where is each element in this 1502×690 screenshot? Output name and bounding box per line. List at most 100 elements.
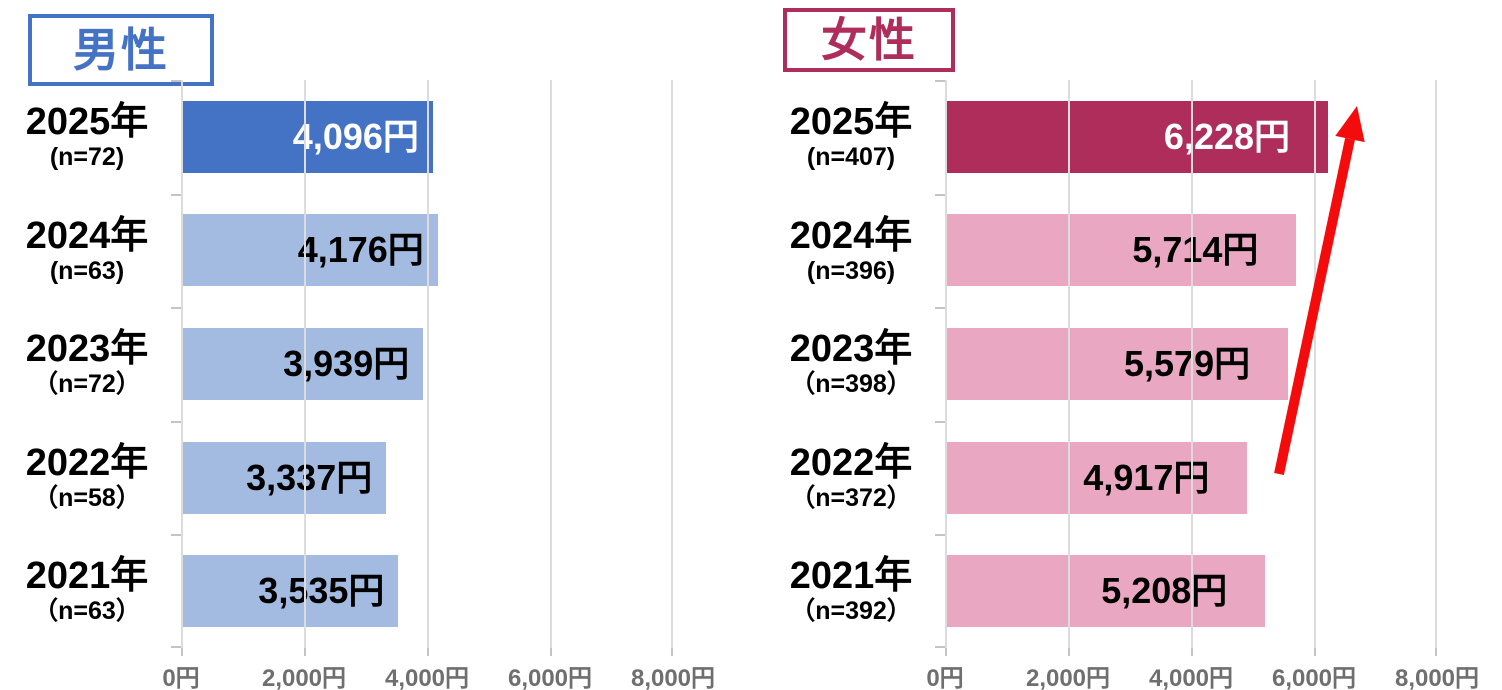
chart-row: 3,939円 <box>181 328 673 400</box>
category-year: 2024年 <box>25 214 149 257</box>
gridline <box>181 80 183 648</box>
gridline <box>671 80 673 648</box>
x-axis-tick-label: 8,000円 <box>630 665 716 690</box>
chart-row: 6,228円 <box>945 100 1437 173</box>
x-axis-tick <box>1314 648 1316 656</box>
chart-title-male: 男性 <box>73 24 169 76</box>
bar-value-label: 5,579円 <box>1124 343 1251 384</box>
x-axis-tick-label: 2,000円 <box>261 665 347 690</box>
chart-title-box-female: 女性 <box>783 8 955 72</box>
x-axis-tick <box>181 648 183 656</box>
category-label: 2021年 （n=63） <box>6 556 168 626</box>
category-year: 2021年 <box>25 555 149 598</box>
category-axis-tick <box>171 420 181 423</box>
chart-row: 5,579円 <box>945 328 1437 400</box>
category-label: 2022年 （n=372） <box>770 443 932 513</box>
bar-value-label: 6,228円 <box>1163 115 1291 157</box>
bar-value-label: 5,208円 <box>1101 570 1228 612</box>
chart-row: 5,714円 <box>945 214 1437 287</box>
chart-panel-male: 男性 2025年 (n=72) 2024年 (n=63) 2023年 （n=72… <box>6 14 715 690</box>
x-axis-tick <box>1191 648 1193 656</box>
category-year: 2023年 <box>789 328 913 371</box>
plot-area: 6,228円 5,714円 5,579円 4,917円 5,20 <box>926 80 1479 690</box>
category-axis-tick <box>935 193 945 196</box>
category-axis-tick <box>171 307 181 310</box>
category-sample-size: (n=63) <box>49 256 125 285</box>
category-year: 2022年 <box>789 441 913 484</box>
category-label: 2024年 (n=63) <box>6 216 168 286</box>
category-axis-tick <box>171 193 181 196</box>
bar-value-label: 4,096円 <box>292 115 419 157</box>
category-year: 2025年 <box>25 101 149 143</box>
gridline <box>1068 80 1070 648</box>
x-axis-tick-label: 2,000円 <box>1025 665 1111 690</box>
chart-panel-female: 女性 2025年 (n=407) 2024年 (n=396) 2023年 （n=… <box>760 0 1502 690</box>
category-label: 2024年 (n=396) <box>770 216 932 286</box>
category-year: 2025年 <box>789 101 913 143</box>
category-axis-tick <box>171 80 181 82</box>
bar-2025: 4,096円 <box>181 100 433 173</box>
category-year: 2023年 <box>25 328 149 371</box>
category-axis-tick <box>935 307 945 310</box>
chart-row: 3,535円 <box>181 555 673 628</box>
bar-2021: 3,535円 <box>181 555 399 628</box>
x-axis-tick <box>671 648 673 656</box>
x-axis-tick-label: 6,000円 <box>507 665 593 690</box>
x-axis-tick-label: 0円 <box>926 665 964 690</box>
chart-row: 4,096円 <box>181 100 673 173</box>
category-sample-size: (n=72) <box>49 143 125 171</box>
plot-area: 4,096円 4,176円 3,939円 3,337円 3,53 <box>162 80 715 690</box>
category-sample-size: （n=58） <box>33 483 141 512</box>
category-label: 2022年 （n=58） <box>6 443 168 513</box>
category-sample-size: (n=396) <box>806 256 896 285</box>
bar-2024: 5,714円 <box>945 214 1297 287</box>
category-sample-size: （n=398） <box>790 370 912 399</box>
chart-row: 4,176円 <box>181 214 673 287</box>
bar-value-label: 4,917円 <box>1083 456 1210 498</box>
gridline <box>304 80 306 648</box>
bar-2025: 6,228円 <box>945 100 1329 173</box>
gridline <box>1435 80 1437 648</box>
category-year: 2024年 <box>789 214 913 257</box>
x-axis-tick-label: 8,000円 <box>1394 665 1480 690</box>
category-sample-size: （n=63） <box>33 597 141 626</box>
x-axis-tick <box>1068 648 1070 656</box>
bar-2023: 5,579円 <box>945 328 1289 400</box>
category-sample-size: （n=72） <box>33 370 141 399</box>
x-axis-tick <box>427 648 429 656</box>
chart-row: 5,208円 <box>945 555 1437 628</box>
x-axis-tick <box>304 648 306 656</box>
bar-2022: 4,917円 <box>945 441 1248 514</box>
category-axis-tick <box>935 420 945 423</box>
bar-2024: 4,176円 <box>181 214 438 287</box>
category-sample-size: (n=407) <box>806 143 896 171</box>
x-axis-tick <box>550 648 552 656</box>
chart-row: 3,337円 <box>181 441 673 514</box>
x-axis-tick-label: 4,000円 <box>1148 665 1234 690</box>
gridline <box>945 80 947 648</box>
x-axis-tick-label: 4,000円 <box>384 665 470 690</box>
chart-title-female: 女性 <box>821 14 917 66</box>
bar-2021: 5,208円 <box>945 555 1266 628</box>
gridline <box>427 80 429 648</box>
category-sample-size: （n=372） <box>790 483 912 512</box>
bar-2023: 3,939円 <box>181 328 424 400</box>
bar-value-label: 3,535円 <box>258 570 385 612</box>
category-year: 2021年 <box>789 555 913 598</box>
category-axis-tick <box>935 534 945 537</box>
gridline <box>1314 80 1316 648</box>
chart-title-box-male: 男性 <box>28 14 214 86</box>
category-axis-tick <box>935 80 945 82</box>
bar-2022: 3,337円 <box>181 441 387 514</box>
category-label: 2025年 (n=407) <box>770 102 932 172</box>
category-axis-tick <box>171 534 181 537</box>
category-label: 2023年 （n=398） <box>770 329 932 399</box>
x-axis-tick-label: 0円 <box>162 665 200 690</box>
gridline <box>550 80 552 648</box>
x-axis-tick <box>1435 648 1437 656</box>
category-label: 2021年 （n=392） <box>770 556 932 626</box>
category-axis-tick <box>171 646 181 648</box>
category-label: 2025年 (n=72) <box>6 102 168 172</box>
x-axis-tick-label: 6,000円 <box>1271 665 1357 690</box>
category-label: 2023年 （n=72） <box>6 329 168 399</box>
